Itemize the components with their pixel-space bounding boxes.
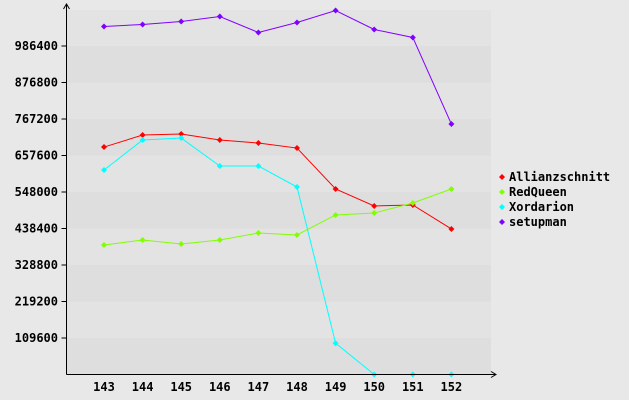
legend-marker-icon <box>499 174 505 180</box>
grid-band <box>66 265 491 302</box>
legend-marker-icon <box>499 204 505 210</box>
data-point <box>216 137 223 144</box>
grid-band <box>66 301 491 338</box>
data-point <box>409 34 416 41</box>
x-tick-label: 146 <box>209 380 231 394</box>
legend-marker-icon <box>499 189 505 195</box>
y-tick-label: 657600 <box>15 149 58 163</box>
y-tick-label: 767200 <box>15 112 58 126</box>
grid-band <box>66 228 491 265</box>
series-line-redqueen <box>103 188 452 246</box>
data-point <box>255 29 262 36</box>
data-point <box>448 121 455 128</box>
grid-band <box>66 10 491 46</box>
data-point <box>178 240 185 247</box>
background-bands <box>66 10 491 375</box>
data-point <box>139 21 146 28</box>
legend-marker-icon <box>499 219 505 225</box>
data-point <box>294 145 300 152</box>
x-tick-label: 147 <box>248 380 270 394</box>
y-tick-label: 986400 <box>15 39 58 53</box>
data-point <box>448 186 455 193</box>
x-tick-label: 150 <box>363 380 385 394</box>
data-point <box>448 225 455 232</box>
data-point <box>216 236 223 243</box>
axes: 109600 219200 328800 438400 548000 657600 7672… <box>15 3 497 394</box>
data-point <box>216 163 223 170</box>
data-point <box>101 23 107 30</box>
data-point <box>101 167 107 174</box>
y-tick-label: 109600 <box>15 331 58 345</box>
x-tick-label: 148 <box>286 380 308 394</box>
y-tick-label: 438400 <box>15 222 58 236</box>
data-point <box>101 241 107 248</box>
data-point <box>371 26 378 33</box>
data-point <box>139 137 146 144</box>
data-point <box>139 132 146 139</box>
x-tick-label: 143 <box>93 380 115 394</box>
data-point <box>332 211 339 218</box>
y-axis-arrow-icon <box>63 3 70 10</box>
grid-band <box>66 119 491 156</box>
y-tick-label: 876800 <box>15 76 58 90</box>
y-tick-label: 548000 <box>15 185 58 199</box>
legend-label: setupman <box>509 215 567 229</box>
x-axis-arrow-icon <box>490 371 497 378</box>
data-point <box>139 236 146 243</box>
data-point <box>332 186 339 193</box>
data-point <box>294 19 300 26</box>
grid-band <box>66 46 491 83</box>
data-point <box>371 209 378 216</box>
data-point <box>216 13 223 20</box>
data-point <box>178 135 185 142</box>
grid-band <box>66 338 491 375</box>
data-point <box>409 199 416 206</box>
grid-band <box>66 192 491 229</box>
x-tick-label: 145 <box>170 380 192 394</box>
legend-label: Allianzschnitt <box>509 170 610 184</box>
data-point <box>294 184 300 191</box>
data-point <box>255 140 262 147</box>
y-tick-label: 328800 <box>15 258 58 272</box>
data-point <box>332 340 339 347</box>
series-line-setupman <box>103 9 452 125</box>
data-point <box>178 18 185 25</box>
x-tick-label: 144 <box>132 380 154 394</box>
data-point <box>294 231 300 238</box>
x-tick-label: 149 <box>325 380 347 394</box>
series-line-allianzschnitt <box>103 133 452 230</box>
grid-band <box>66 155 491 192</box>
data-point <box>332 7 339 14</box>
grid-band <box>66 82 491 119</box>
data-point <box>255 229 262 236</box>
x-tick-label: 151 <box>402 380 424 394</box>
legend-label: RedQueen <box>509 185 567 199</box>
data-point <box>178 131 185 138</box>
data-point <box>101 144 107 151</box>
data-point <box>255 163 262 170</box>
legend-label: Xordarion <box>509 200 574 214</box>
data-point <box>371 202 378 209</box>
y-tick-label: 219200 <box>15 295 58 309</box>
x-tick-label: 152 <box>441 380 463 394</box>
